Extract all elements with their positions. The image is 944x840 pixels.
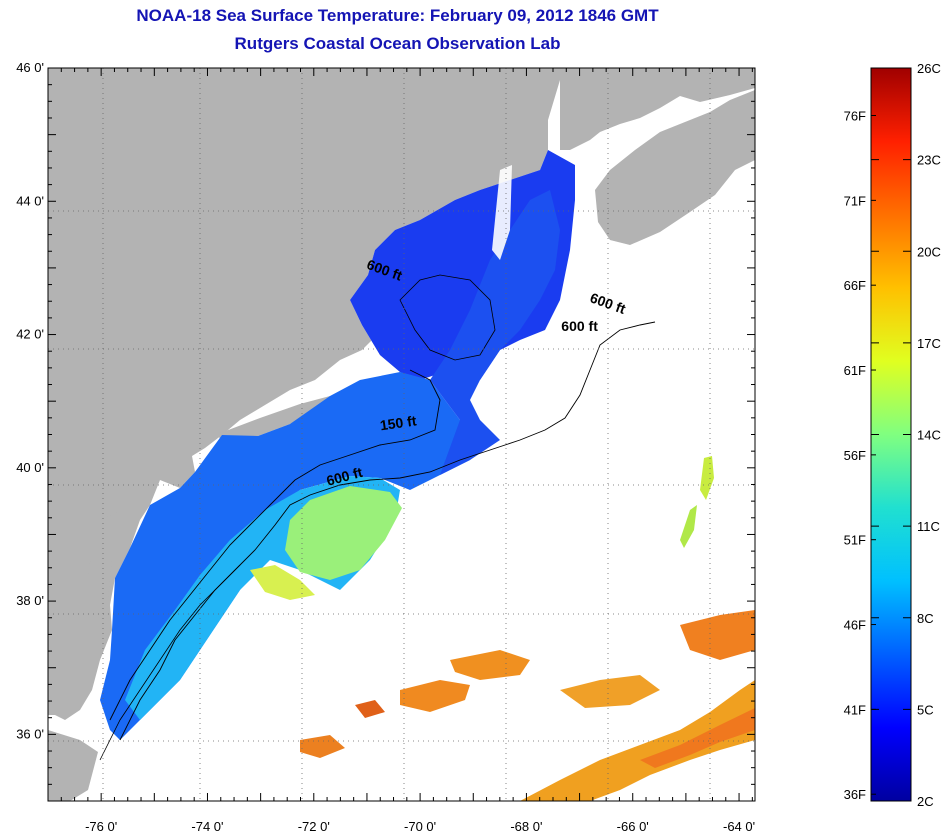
colorbar-celsius-label: 26C: [917, 61, 941, 76]
colorbar-celsius-labels: 26C 23C 20C 17C 14C 11C 8C 5C 2C: [917, 61, 941, 809]
colorbar-celsius-label: 2C: [917, 794, 934, 809]
colorbar-fahrenheit-label: 66F: [844, 278, 866, 293]
colorbar-fahrenheit-label: 51F: [844, 533, 866, 548]
sst-warm-patches-3: [560, 675, 660, 708]
sst-gulf-stream: [520, 680, 755, 801]
colorbar-fahrenheit-label: 76F: [844, 109, 866, 124]
sst-cape-cod-band: [492, 165, 512, 260]
lat-label: 40 0': [16, 460, 44, 475]
sst-warm-patches-6: [355, 700, 385, 718]
graticule: [48, 68, 755, 801]
colorbar-ticks: [871, 67, 911, 802]
lon-label: -64 0': [723, 819, 755, 834]
colorbar-fahrenheit-label: 41F: [844, 702, 866, 717]
lon-label: -66 0': [617, 819, 649, 834]
colorbar-celsius-label: 5C: [917, 702, 934, 717]
lat-label: 46 0': [16, 60, 44, 75]
lon-label: -68 0': [510, 819, 542, 834]
colorbar-fahrenheit-labels: 76F 71F 66F 61F 56F 51F 46F 41F 36F: [844, 109, 866, 803]
contour-600ft-line: [119, 321, 656, 741]
sst-warm-patches-4: [680, 610, 755, 660]
colorbar-celsius-label: 20C: [917, 244, 941, 259]
longitude-labels: -76 0' -74 0' -72 0' -70 0' -68 0' -66 0' -64 …: [85, 819, 755, 834]
sst-shelf-yellow: [250, 565, 315, 600]
lon-label: -70 0': [404, 819, 436, 834]
land-outer-banks: [48, 730, 98, 801]
contour-label: 150 ft: [379, 412, 418, 433]
lat-label: 38 0': [16, 593, 44, 608]
contour-150ft-line: [109, 369, 441, 721]
sst-warm-patches-2: [450, 650, 530, 680]
contour-label: 600 ft: [561, 318, 598, 334]
contour-gulf-maine: [399, 274, 496, 361]
colorbar-celsius-label: 11C: [917, 519, 940, 534]
land-long-island: [215, 396, 340, 444]
colorbar-fahrenheit-label: 71F: [844, 193, 866, 208]
colorbar-fahrenheit-label: 46F: [844, 618, 866, 633]
lon-label: -72 0': [298, 819, 330, 834]
sst-warm-eddy: [285, 486, 402, 580]
land-delmarva: [80, 512, 118, 640]
contour-nearshore: [99, 564, 241, 761]
colorbar-fahrenheit-label: 36F: [844, 787, 866, 802]
sst-eddy-east: [700, 456, 714, 500]
colorbar-celsius-label: 17C: [917, 336, 941, 351]
map-ticks: [47, 67, 755, 802]
map-subtitle: Rutgers Coastal Ocean Observation Lab: [234, 34, 561, 53]
sst-warm-patches-1: [400, 680, 470, 712]
lat-label: 42 0': [16, 327, 44, 342]
colorbar-celsius-label: 23C: [917, 153, 941, 168]
colorbar-fahrenheit-label: 56F: [844, 448, 866, 463]
land-nova-scotia: [595, 90, 755, 245]
sst-eddy-east-2: [680, 505, 697, 548]
map-title: NOAA-18 Sea Surface Temperature: Februar…: [136, 6, 659, 25]
colorbar-celsius-label: 8C: [917, 611, 934, 626]
lon-label: -76 0': [85, 819, 117, 834]
lat-label: 36 0': [16, 726, 44, 741]
sst-gulf-stream-core: [640, 708, 755, 768]
land-new-brunswick: [560, 68, 755, 150]
sst-georges-bank: [430, 190, 560, 475]
colorbar-fahrenheit-label: 61F: [844, 363, 866, 378]
lon-label: -74 0': [191, 819, 223, 834]
lat-label: 44 0': [16, 193, 44, 208]
colorbar-celsius-label: 14C: [917, 428, 941, 443]
latitude-labels: 46 0' 44 0' 42 0' 40 0' 38 0' 36 0': [16, 60, 44, 741]
land-us-mainland: [48, 68, 560, 720]
